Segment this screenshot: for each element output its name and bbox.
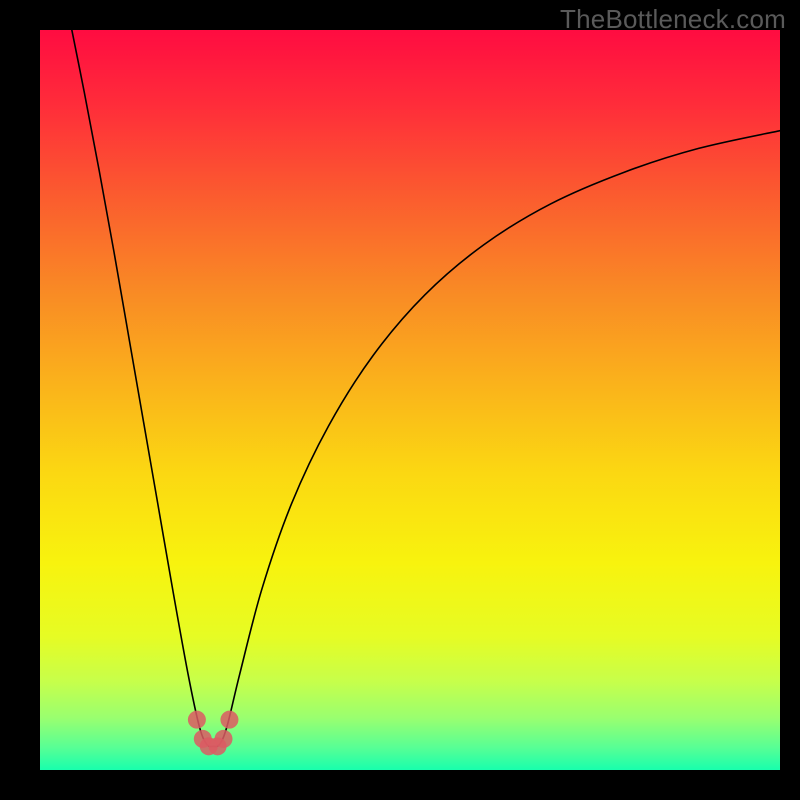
valley-marker (215, 730, 233, 748)
plot-area (40, 30, 780, 770)
chart-container: TheBottleneck.com (0, 0, 800, 800)
valley-marker (220, 711, 238, 729)
gradient-background (40, 30, 780, 770)
watermark-text: TheBottleneck.com (560, 4, 786, 35)
chart-svg (40, 30, 780, 770)
valley-marker (188, 711, 206, 729)
